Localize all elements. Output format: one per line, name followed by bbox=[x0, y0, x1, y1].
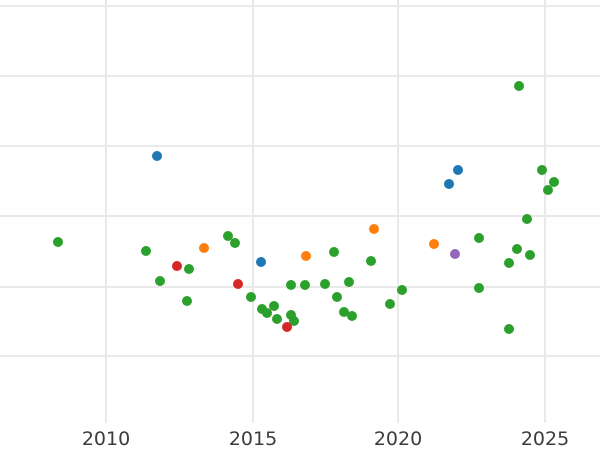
x-tick-label: 2020 bbox=[373, 428, 423, 450]
vertical-gridline bbox=[252, 0, 254, 423]
data-point-green bbox=[262, 308, 272, 318]
data-point-orange bbox=[369, 224, 379, 234]
data-point-orange bbox=[199, 243, 209, 253]
horizontal-gridline bbox=[0, 215, 600, 217]
data-point-green bbox=[347, 311, 357, 321]
data-point-green bbox=[339, 307, 349, 317]
data-point-green bbox=[269, 301, 279, 311]
data-point-green bbox=[514, 81, 524, 91]
data-point-green bbox=[543, 185, 553, 195]
data-point-red bbox=[172, 261, 182, 271]
data-point-green bbox=[332, 292, 342, 302]
data-point-green bbox=[366, 256, 376, 266]
data-point-blue bbox=[444, 179, 454, 189]
data-point-green bbox=[53, 237, 63, 247]
data-point-green bbox=[512, 244, 522, 254]
data-point-purple bbox=[450, 249, 460, 259]
x-tick-label: 2015 bbox=[228, 428, 278, 450]
data-point-orange bbox=[301, 251, 311, 261]
data-point-green bbox=[385, 299, 395, 309]
data-point-blue bbox=[453, 165, 463, 175]
data-point-green bbox=[320, 279, 330, 289]
data-point-green bbox=[230, 238, 240, 248]
data-point-red bbox=[233, 279, 243, 289]
data-point-green bbox=[286, 310, 296, 320]
data-point-green bbox=[474, 233, 484, 243]
data-point-green bbox=[289, 316, 299, 326]
data-point-green bbox=[397, 285, 407, 295]
data-point-green bbox=[272, 314, 282, 324]
data-point-green bbox=[155, 276, 165, 286]
vertical-gridline bbox=[397, 0, 399, 423]
x-tick-label: 2025 bbox=[520, 428, 570, 450]
data-point-green bbox=[504, 324, 514, 334]
vertical-gridline bbox=[105, 0, 107, 423]
horizontal-gridline bbox=[0, 355, 600, 357]
data-point-orange bbox=[429, 239, 439, 249]
data-point-red bbox=[282, 322, 292, 332]
data-point-green bbox=[344, 277, 354, 287]
data-point-green bbox=[141, 246, 151, 256]
data-point-green bbox=[182, 296, 192, 306]
data-point-blue bbox=[256, 257, 266, 267]
data-point-green bbox=[537, 165, 547, 175]
data-point-green bbox=[474, 283, 484, 293]
data-point-green bbox=[525, 250, 535, 260]
data-point-green bbox=[522, 214, 532, 224]
data-point-blue bbox=[152, 151, 162, 161]
data-point-green bbox=[246, 292, 256, 302]
vertical-gridline bbox=[544, 0, 546, 423]
x-tick-label: 2010 bbox=[81, 428, 131, 450]
data-point-green bbox=[223, 231, 233, 241]
data-point-green bbox=[184, 264, 194, 274]
horizontal-gridline bbox=[0, 5, 600, 7]
data-point-green bbox=[549, 177, 559, 187]
data-point-green bbox=[286, 280, 296, 290]
data-point-green bbox=[329, 247, 339, 257]
horizontal-gridline bbox=[0, 145, 600, 147]
horizontal-gridline bbox=[0, 75, 600, 77]
data-point-green bbox=[300, 280, 310, 290]
data-point-green bbox=[504, 258, 514, 268]
